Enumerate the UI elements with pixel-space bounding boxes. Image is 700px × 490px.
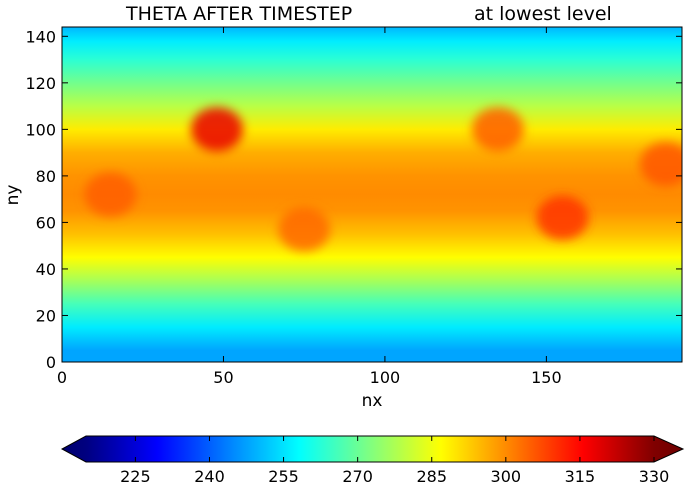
colorbar-tick-label: 330	[639, 467, 670, 486]
colorbar-shape	[60, 435, 685, 463]
y-tick-label: 20	[36, 306, 56, 325]
colorbar-tick-label: 300	[491, 467, 522, 486]
x-tick-label: 0	[57, 368, 67, 387]
colorbar-tick-label: 240	[194, 467, 225, 486]
colorbar-tick-label: 315	[565, 467, 596, 486]
y-tick-label: 100	[25, 120, 56, 139]
y-tick-label: 80	[36, 167, 56, 186]
x-tick-label: 100	[370, 368, 401, 387]
y-axis-ticks: 0 20 40 60 80 100 120 140	[25, 27, 682, 372]
x-tick-label: 150	[531, 368, 562, 387]
colorbar-tick-label: 255	[268, 467, 299, 486]
colorbar-tick-label: 225	[120, 467, 151, 486]
hot-region	[191, 107, 243, 152]
x-tick-label: 50	[213, 368, 233, 387]
colorbar-tick-label: 285	[416, 467, 447, 486]
hot-region	[471, 107, 524, 152]
y-tick-label: 140	[25, 27, 56, 46]
hot-region	[278, 207, 331, 252]
hot-region	[639, 142, 682, 187]
y-axis-label: ny	[3, 185, 23, 206]
chart-title-right: at lowest level	[474, 3, 612, 25]
plot-frame	[61, 26, 683, 363]
colorbar-ticks: 225 240 255 270 285 300 315 330	[120, 436, 669, 486]
heatmap-area	[62, 27, 682, 362]
colorbar-tick-label: 270	[342, 467, 373, 486]
x-axis-label: nx	[362, 391, 383, 411]
heatmap-background	[62, 27, 682, 362]
colorbar: 225 240 255 270 285 300 315 330	[60, 435, 685, 486]
y-tick-label: 0	[46, 353, 56, 372]
hot-region	[536, 195, 589, 240]
x-axis-ticks: 0 50 100 150	[57, 27, 562, 387]
y-tick-label: 120	[25, 74, 56, 93]
hot-region-layer	[84, 107, 682, 252]
y-tick-label: 60	[36, 213, 56, 232]
hot-region	[84, 172, 137, 217]
y-tick-label: 40	[36, 260, 56, 279]
chart-title-left: THETA AFTER TIMESTEP	[125, 3, 352, 25]
